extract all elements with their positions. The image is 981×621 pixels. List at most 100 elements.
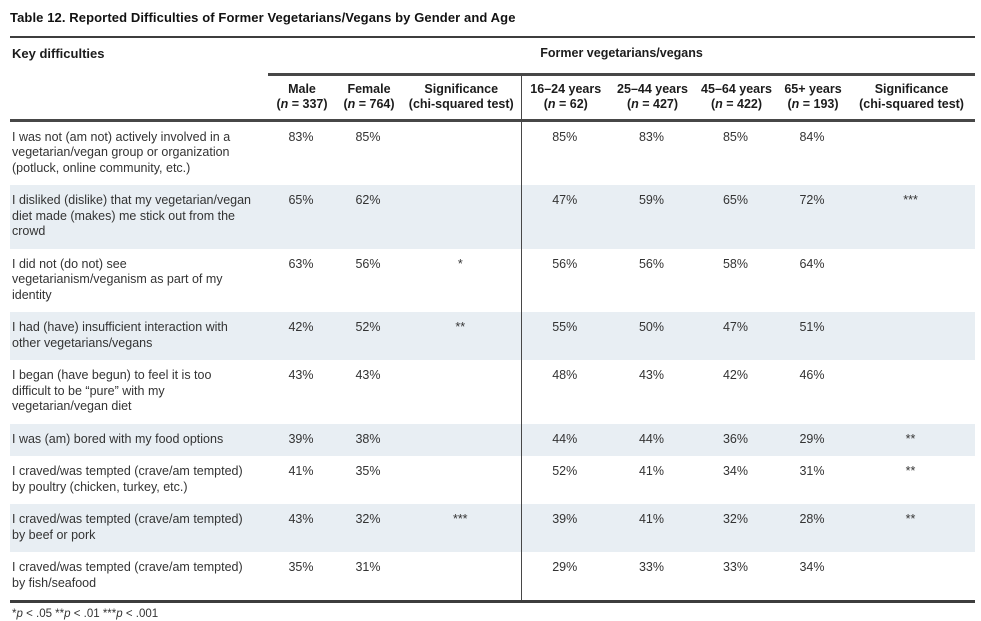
cell-45-64: 42% [722,368,749,382]
cell-16-24: 55% [520,312,610,360]
cell-sig-age: *** [903,193,918,207]
row-label: I began (have begun) to feel it is too d… [12,368,212,413]
cell-45-64: 58% [722,256,749,271]
row-label: I did not (do not) see vegetarianism/veg… [12,256,223,302]
cell-25-44: 59% [638,193,665,207]
cell-45-64: 65% [722,193,749,207]
col-sublabel: (n = 193) [787,97,839,111]
cell-65-plus: 64% [799,256,825,271]
cell-45-64: 85% [722,129,749,144]
col-label: 16–24 years [530,81,602,96]
cell-45-64: 34% [722,464,749,478]
col-sublabel: (n = 427) [626,97,679,111]
cell-sig-age [848,120,975,185]
cell-25-44: 56% [638,256,665,271]
cell-sig-age [848,312,975,360]
cell-sig-age [848,360,975,424]
col-sublabel: (n = 62) [543,97,588,111]
table-row: I craved/was tempted (crave/am tempted) … [10,456,975,504]
col-header-65-plus: 65+ years (n = 193) [778,74,848,122]
cell-16-24: 85% [520,120,610,185]
cell-sig-gender [402,456,521,504]
cell-65-plus: 72% [799,193,825,207]
table-row: I craved/was tempted (crave/am tempted) … [10,552,976,603]
cell-25-44: 83% [638,129,665,144]
table-row: I had (have) insufficient interaction wi… [10,312,976,360]
cell-male: 42% [288,320,314,334]
cell-65-plus: 28% [799,512,825,526]
difficulties-table: Key difficulties Former vegetarians/vega… [10,36,976,603]
col-label: Female [347,81,391,96]
col-sublabel: (n = 422) [710,97,763,111]
row-label: I craved/was tempted (crave/am tempted) … [12,512,243,542]
cell-sig-gender [402,185,521,249]
cell-sig-age: ** [905,431,916,446]
cell-65-plus: 34% [778,552,848,603]
row-label: I craved/was tempted (crave/am tempted) … [10,552,268,603]
cell-65-plus: 29% [799,431,825,446]
col-header-male: Male (n = 337) [268,74,336,122]
cell-female: 56% [355,256,381,271]
cell-45-64: 47% [722,320,749,334]
cell-sig-gender [402,120,521,185]
cell-65-plus: 46% [799,368,825,382]
key-difficulties-header: Key difficulties [12,46,105,61]
cell-25-44: 33% [610,552,695,603]
cell-sig-age: ** [905,512,916,526]
header-row-groups: Key difficulties Former vegetarians/vega… [10,37,976,76]
cell-16-24: 29% [520,552,610,603]
col-header-significance-gender: Significance (chi-squared test) [402,74,521,122]
cell-45-64: 36% [722,431,749,446]
group-header-former-vegetarians: Former vegetarians/vegans [268,37,976,76]
col-sublabel: (n = 764) [343,97,395,111]
cell-female: 31% [336,552,402,603]
row-label: I disliked (dislike) that my vegetarian/… [12,193,252,238]
cell-25-44: 50% [638,320,665,334]
col-header-significance-age: Significance (chi-squared test) [848,74,976,122]
table-row: I did not (do not) see vegetarianism/veg… [10,248,975,312]
cell-45-64: 32% [722,512,749,526]
cell-sig-gender [402,424,521,457]
col-header-female: Female (n = 764) [336,74,402,122]
col-label: 25–44 years [617,81,688,96]
cell-25-44: 41% [638,512,665,526]
cell-female: 32% [355,512,381,526]
cell-16-24: 52% [520,456,610,504]
col-label: 65+ years [784,81,842,96]
cell-16-24: 48% [520,360,610,424]
col-sublabel: (chi-squared test) [859,97,964,111]
cell-sig-gender: ** [455,320,466,334]
row-label: I was not (am not) actively involved in … [12,129,231,175]
header-row-columns: Male (n = 337) Female (n = 764) Signific… [10,74,976,122]
col-sublabel: (chi-squared test) [408,97,514,111]
cell-male: 41% [288,464,314,478]
col-label: 45–64 years [701,81,772,96]
cell-female: 85% [355,129,381,144]
col-label: Significance [874,81,949,96]
cell-sig-gender [402,360,521,424]
col-header-25-44: 25–44 years (n = 427) [610,74,695,122]
cell-sig-age [848,552,976,603]
cell-male: 83% [288,129,314,144]
cell-25-44: 43% [638,368,665,382]
cell-female: 35% [355,464,381,478]
row-label: I had (have) insufficient interaction wi… [12,320,228,350]
cell-16-24: 56% [520,248,610,312]
cell-sig-age: ** [905,464,916,478]
table-row: I craved/was tempted (crave/am tempted) … [10,504,976,552]
cell-male: 39% [288,431,314,446]
cell-female: 38% [355,431,381,446]
table-row: I disliked (dislike) that my vegetarian/… [10,185,976,249]
col-header-45-64: 45–64 years (n = 422) [695,74,778,122]
cell-25-44: 41% [638,464,665,478]
table-row: I was not (am not) actively involved in … [10,120,975,185]
col-sublabel: (n = 337) [276,97,328,111]
cell-male: 63% [288,256,314,271]
col-header-16-24: 16–24 years (n = 62) [520,74,610,122]
empty-header-cell [10,74,268,122]
cell-male: 43% [288,512,314,526]
col-label: Significance [424,81,499,96]
cell-female: 52% [355,320,381,334]
cell-65-plus: 84% [799,129,825,144]
